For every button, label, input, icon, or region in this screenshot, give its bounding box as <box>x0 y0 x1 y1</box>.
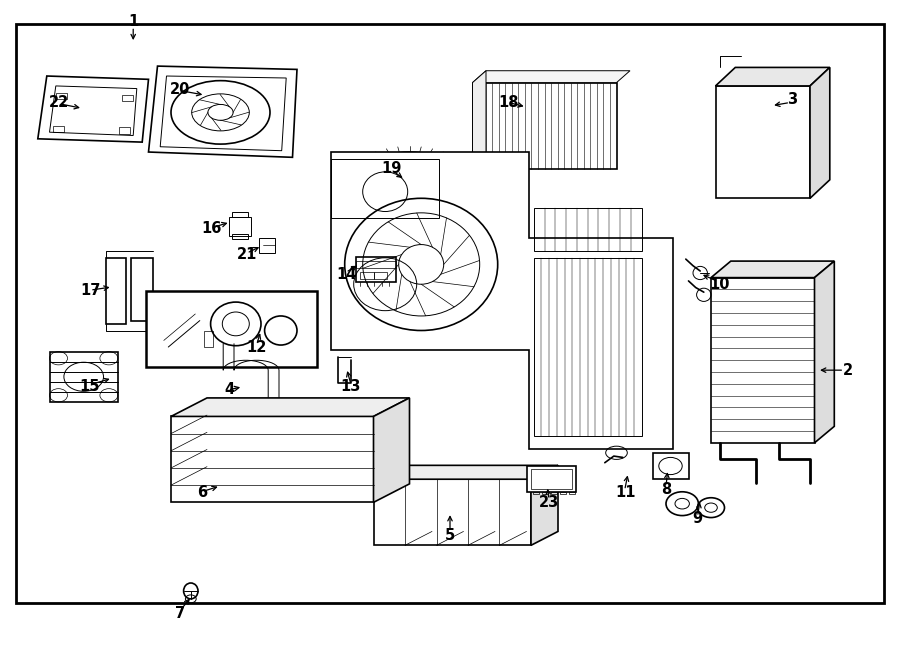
Text: 1: 1 <box>128 14 139 28</box>
Bar <box>551 492 557 494</box>
Text: 22: 22 <box>49 95 68 110</box>
Bar <box>171 416 374 502</box>
Polygon shape <box>374 398 410 502</box>
Text: 3: 3 <box>787 92 797 106</box>
Bar <box>232 212 248 217</box>
Bar <box>531 469 572 489</box>
Bar <box>204 330 213 347</box>
Polygon shape <box>472 71 630 83</box>
Bar <box>356 261 396 268</box>
Text: 4: 4 <box>224 383 235 397</box>
Bar <box>360 272 373 279</box>
Bar <box>534 258 642 436</box>
Text: 6: 6 <box>197 485 208 500</box>
Text: 19: 19 <box>382 161 401 176</box>
Polygon shape <box>331 152 673 449</box>
Bar <box>119 127 130 134</box>
Bar <box>472 83 616 169</box>
Bar <box>533 492 539 494</box>
Bar <box>569 492 575 494</box>
Bar <box>106 258 126 324</box>
Polygon shape <box>374 465 558 479</box>
Bar <box>716 86 810 198</box>
Text: 23: 23 <box>539 495 559 510</box>
Polygon shape <box>810 67 830 198</box>
Bar <box>259 238 275 253</box>
Bar <box>374 479 531 545</box>
Bar <box>122 95 133 101</box>
Text: 21: 21 <box>238 247 257 262</box>
Text: 9: 9 <box>692 512 703 526</box>
Bar <box>130 258 153 321</box>
Bar <box>560 492 566 494</box>
Bar <box>542 492 548 494</box>
Bar <box>146 291 317 367</box>
Bar <box>232 234 248 239</box>
Bar <box>652 453 688 479</box>
Bar <box>374 272 387 279</box>
Bar <box>331 159 439 218</box>
Text: 18: 18 <box>499 95 518 110</box>
Text: 17: 17 <box>80 284 100 298</box>
Polygon shape <box>716 67 830 86</box>
Bar <box>229 217 251 236</box>
Bar <box>56 93 67 99</box>
Bar <box>534 208 642 251</box>
Text: 8: 8 <box>661 482 671 496</box>
Text: 14: 14 <box>337 267 356 282</box>
Text: 5: 5 <box>445 528 455 543</box>
Text: 10: 10 <box>710 277 730 292</box>
Polygon shape <box>472 71 486 169</box>
Bar <box>16 24 884 603</box>
Bar <box>356 257 396 282</box>
Text: 20: 20 <box>170 82 190 97</box>
Text: 13: 13 <box>341 379 361 394</box>
Text: 12: 12 <box>247 340 266 354</box>
Text: 2: 2 <box>842 363 853 377</box>
Polygon shape <box>171 398 410 416</box>
Bar <box>53 126 64 132</box>
Polygon shape <box>711 261 834 278</box>
Text: 11: 11 <box>616 485 635 500</box>
Bar <box>50 352 118 402</box>
Bar <box>526 466 576 492</box>
Polygon shape <box>531 465 558 545</box>
Polygon shape <box>814 261 834 443</box>
Text: 7: 7 <box>175 606 185 621</box>
Text: 16: 16 <box>202 221 221 235</box>
Text: 15: 15 <box>80 379 100 394</box>
Bar <box>711 278 814 443</box>
